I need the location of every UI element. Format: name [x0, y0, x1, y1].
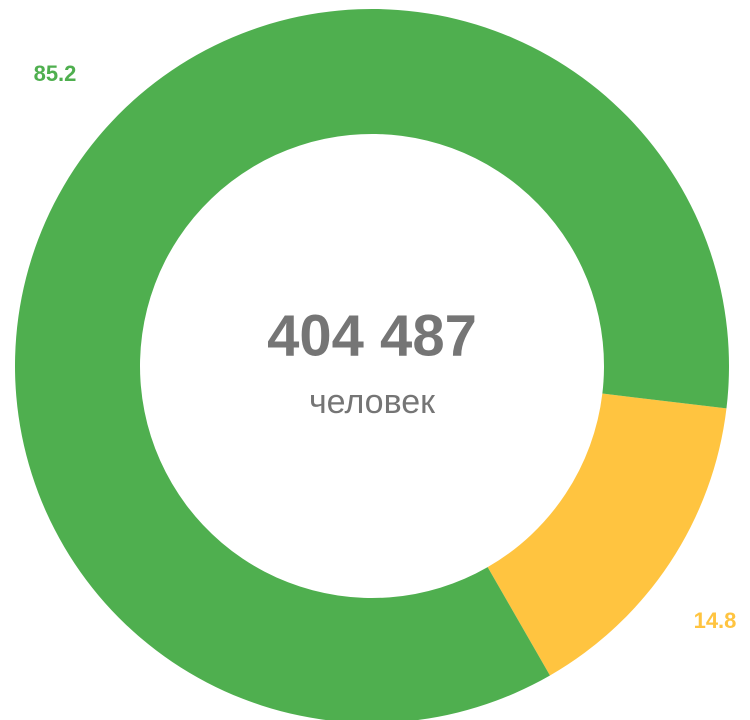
data-label: 14.8 [694, 608, 737, 633]
donut-segment [487, 393, 727, 676]
donut-segment [15, 9, 729, 720]
data-label: 85.2 [34, 61, 77, 86]
center-unit: человек [309, 383, 436, 421]
center-value: 404 487 [267, 303, 477, 368]
